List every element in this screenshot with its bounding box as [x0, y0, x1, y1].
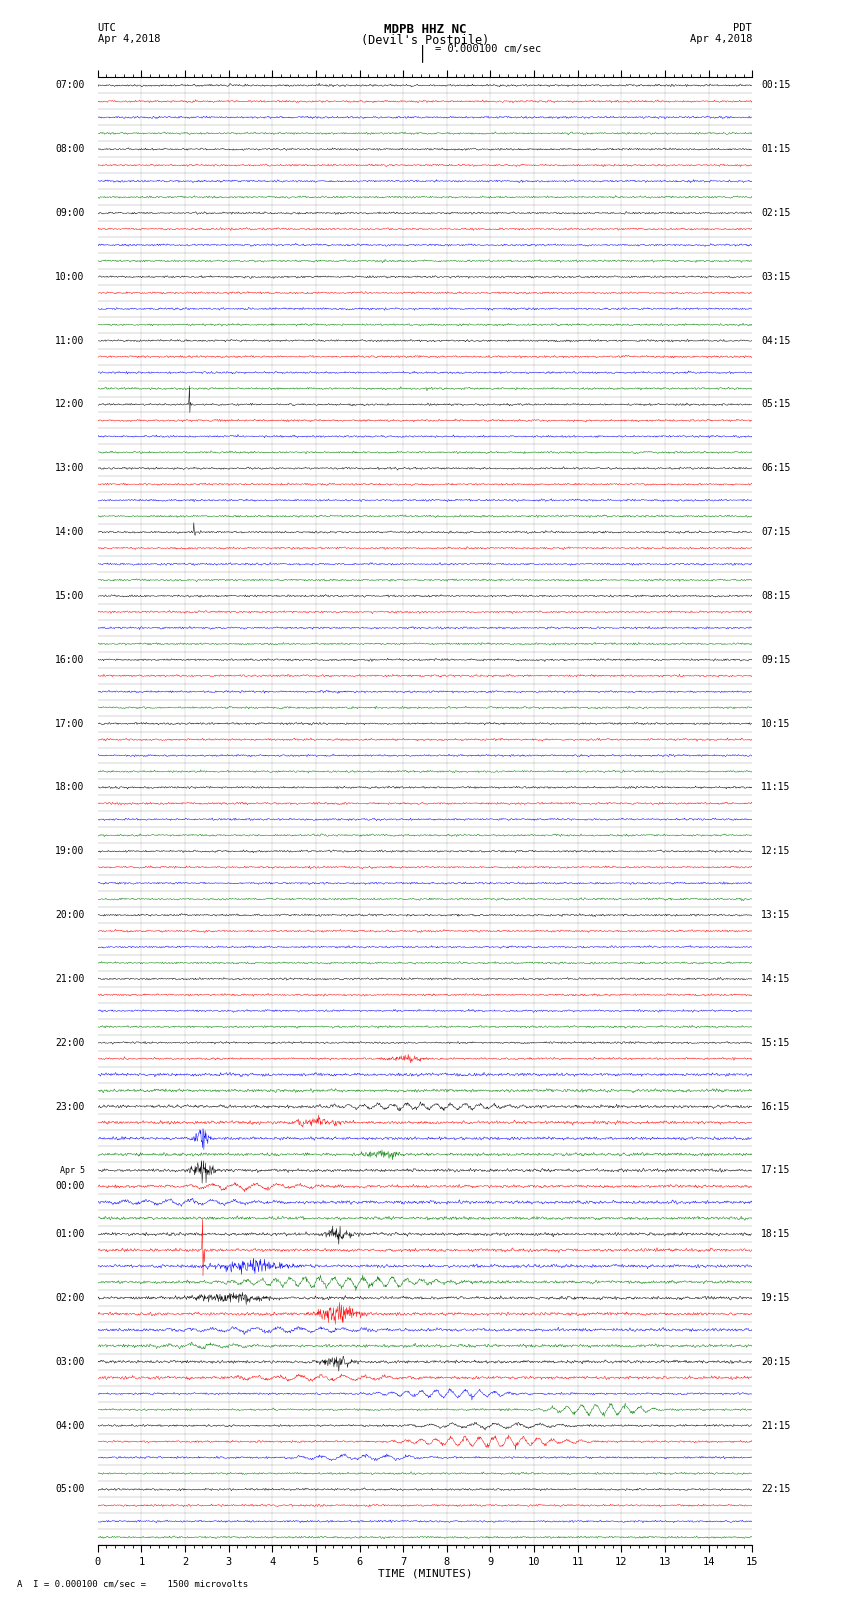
Text: │: │: [418, 44, 427, 63]
Text: 09:00: 09:00: [55, 208, 85, 218]
Text: Apr 4,2018: Apr 4,2018: [689, 34, 752, 44]
Text: 21:00: 21:00: [55, 974, 85, 984]
Text: 02:00: 02:00: [55, 1294, 85, 1303]
Text: 07:00: 07:00: [55, 81, 85, 90]
Text: (Devil's Postpile): (Devil's Postpile): [361, 34, 489, 47]
Text: 06:15: 06:15: [761, 463, 790, 473]
Text: 23:00: 23:00: [55, 1102, 85, 1111]
Text: 04:15: 04:15: [761, 336, 790, 345]
Text: 22:15: 22:15: [761, 1484, 790, 1494]
Text: A  I = 0.000100 cm/sec =    1500 microvolts: A I = 0.000100 cm/sec = 1500 microvolts: [17, 1579, 248, 1589]
Text: 03:00: 03:00: [55, 1357, 85, 1366]
Text: 00:00: 00:00: [55, 1181, 85, 1192]
Text: 11:15: 11:15: [761, 782, 790, 792]
Text: 14:00: 14:00: [55, 527, 85, 537]
Text: 03:15: 03:15: [761, 273, 790, 282]
Text: 08:15: 08:15: [761, 590, 790, 602]
Text: 18:15: 18:15: [761, 1229, 790, 1239]
Text: PDT: PDT: [734, 24, 752, 34]
Text: 13:00: 13:00: [55, 463, 85, 473]
Text: 10:15: 10:15: [761, 718, 790, 729]
Text: 17:00: 17:00: [55, 718, 85, 729]
Text: 12:00: 12:00: [55, 400, 85, 410]
Text: 18:00: 18:00: [55, 782, 85, 792]
Text: 16:15: 16:15: [761, 1102, 790, 1111]
Text: 08:00: 08:00: [55, 144, 85, 155]
Text: 01:00: 01:00: [55, 1229, 85, 1239]
Text: 05:15: 05:15: [761, 400, 790, 410]
Text: 09:15: 09:15: [761, 655, 790, 665]
Text: 20:15: 20:15: [761, 1357, 790, 1366]
Text: 15:00: 15:00: [55, 590, 85, 602]
Text: 04:00: 04:00: [55, 1421, 85, 1431]
Text: UTC: UTC: [98, 24, 116, 34]
Text: 19:15: 19:15: [761, 1294, 790, 1303]
Text: 10:00: 10:00: [55, 273, 85, 282]
Text: 05:00: 05:00: [55, 1484, 85, 1494]
Text: 07:15: 07:15: [761, 527, 790, 537]
Text: 17:15: 17:15: [761, 1165, 790, 1176]
Text: 12:15: 12:15: [761, 847, 790, 857]
Text: 01:15: 01:15: [761, 144, 790, 155]
Text: MDPB HHZ NC: MDPB HHZ NC: [383, 24, 467, 37]
Text: 16:00: 16:00: [55, 655, 85, 665]
Text: 00:15: 00:15: [761, 81, 790, 90]
Text: 13:15: 13:15: [761, 910, 790, 919]
Text: 15:15: 15:15: [761, 1037, 790, 1048]
Text: Apr 5: Apr 5: [60, 1166, 85, 1174]
Text: = 0.000100 cm/sec: = 0.000100 cm/sec: [435, 44, 541, 55]
Text: 22:00: 22:00: [55, 1037, 85, 1048]
X-axis label: TIME (MINUTES): TIME (MINUTES): [377, 1568, 473, 1579]
Text: 20:00: 20:00: [55, 910, 85, 919]
Text: 14:15: 14:15: [761, 974, 790, 984]
Text: Apr 4,2018: Apr 4,2018: [98, 34, 161, 44]
Text: 11:00: 11:00: [55, 336, 85, 345]
Text: 21:15: 21:15: [761, 1421, 790, 1431]
Text: 02:15: 02:15: [761, 208, 790, 218]
Text: 19:00: 19:00: [55, 847, 85, 857]
